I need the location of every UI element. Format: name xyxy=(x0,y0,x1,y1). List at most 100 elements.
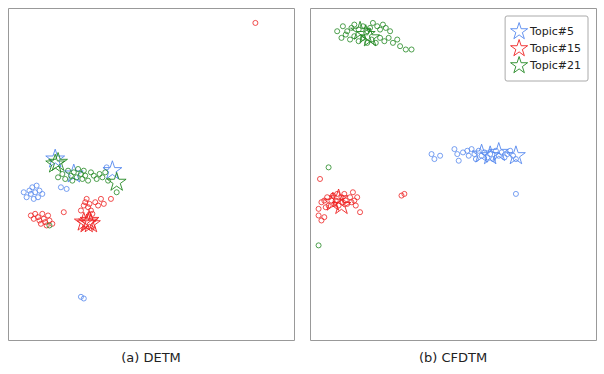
circle-point xyxy=(100,175,105,180)
circle-point xyxy=(86,205,91,210)
circle-point xyxy=(93,200,98,205)
y-axis xyxy=(310,9,311,341)
circle-point xyxy=(33,211,38,216)
x-axis-top xyxy=(311,8,597,9)
series xyxy=(351,21,380,46)
star-point xyxy=(49,152,68,170)
circle-point xyxy=(317,176,322,181)
series xyxy=(47,166,119,227)
circle-point xyxy=(114,190,119,195)
x-axis-label: (b) CFDTM xyxy=(419,350,487,365)
series xyxy=(46,152,126,190)
circle-point xyxy=(253,20,258,25)
circle-point xyxy=(21,190,26,195)
axis-domain xyxy=(8,9,9,341)
circle-point xyxy=(101,201,106,206)
legend-item: Topic#5 xyxy=(511,23,574,39)
axis-domain xyxy=(311,340,597,341)
circle-point xyxy=(34,183,39,188)
star-point xyxy=(332,196,351,214)
legend-symbol xyxy=(511,23,528,39)
axis-domain xyxy=(9,340,295,341)
circle-point xyxy=(83,173,88,178)
x-axis-top xyxy=(9,8,295,9)
circle-point xyxy=(398,44,403,49)
series xyxy=(74,211,100,232)
circle-point xyxy=(403,47,408,52)
circle-point xyxy=(46,213,51,218)
circle-point xyxy=(27,188,32,193)
circle-point xyxy=(326,165,331,170)
axis-domain xyxy=(294,9,295,341)
circle-point xyxy=(84,196,89,201)
plot-area xyxy=(21,20,258,301)
circle-point xyxy=(388,29,393,34)
series xyxy=(316,176,407,223)
series xyxy=(21,165,109,301)
axis-domain xyxy=(9,8,295,9)
star-point xyxy=(107,172,126,190)
circle-point xyxy=(63,176,68,181)
circle-point xyxy=(350,190,355,195)
circle-point xyxy=(316,213,321,218)
circle-point xyxy=(343,32,348,37)
series xyxy=(323,189,350,214)
star-point xyxy=(82,214,101,232)
x-axis xyxy=(9,340,295,341)
circle-point xyxy=(94,176,99,181)
circle-point xyxy=(88,170,93,175)
circle-point xyxy=(316,243,321,248)
circle-point xyxy=(380,22,385,27)
star-point xyxy=(361,28,380,46)
legend-item: Topic#21 xyxy=(511,57,581,73)
circle-point xyxy=(68,173,73,178)
circle-point xyxy=(395,37,400,42)
circle-point xyxy=(402,191,407,196)
legend-item: Topic#15 xyxy=(511,40,581,56)
circle-point xyxy=(322,215,327,220)
x-axis-label: (a) DETM xyxy=(121,350,181,365)
axis-domain xyxy=(310,9,311,341)
circle-point xyxy=(375,24,380,29)
y-axis-right xyxy=(596,9,597,341)
circle-point xyxy=(409,47,414,52)
circle-point xyxy=(513,191,518,196)
circle-point xyxy=(316,206,321,211)
circle-point xyxy=(340,24,345,29)
x-axis xyxy=(311,340,597,341)
panel: (a) DETM xyxy=(9,9,295,366)
chart-root: (a) DETM (b) CFDTM Topic#5 Topic#15 Topic#21 xyxy=(0,0,604,374)
circle-point xyxy=(455,152,460,157)
plot-area xyxy=(316,20,525,247)
circle-point xyxy=(97,171,102,176)
circle-point xyxy=(47,218,52,223)
legend-label: Topic#5 xyxy=(529,25,574,38)
axis-domain xyxy=(311,8,597,9)
circle-point xyxy=(98,196,103,201)
circle-point xyxy=(61,210,66,215)
circle-point xyxy=(78,208,83,213)
circle-point xyxy=(108,196,113,201)
circle-point xyxy=(438,153,443,158)
star-point xyxy=(64,164,83,182)
circle-point xyxy=(319,218,324,223)
panel: (b) CFDTM Topic#5 Topic#15 Topic#21 xyxy=(311,9,597,366)
star-point xyxy=(351,21,370,39)
circle-point xyxy=(47,223,52,228)
circle-point xyxy=(103,170,108,175)
circle-point xyxy=(91,173,96,178)
circle-point xyxy=(76,166,81,171)
circle-point xyxy=(96,203,101,208)
circle-point xyxy=(456,158,461,163)
y-axis xyxy=(8,9,9,341)
star-point xyxy=(507,146,526,164)
star-point xyxy=(329,189,348,207)
axis-domain xyxy=(596,9,597,341)
series xyxy=(28,20,258,228)
circle-point xyxy=(432,157,437,162)
circle-point xyxy=(87,201,92,206)
legend-frame xyxy=(505,16,588,81)
circle-point xyxy=(355,195,360,200)
legend-label: Topic#15 xyxy=(529,42,581,55)
series xyxy=(429,147,518,197)
